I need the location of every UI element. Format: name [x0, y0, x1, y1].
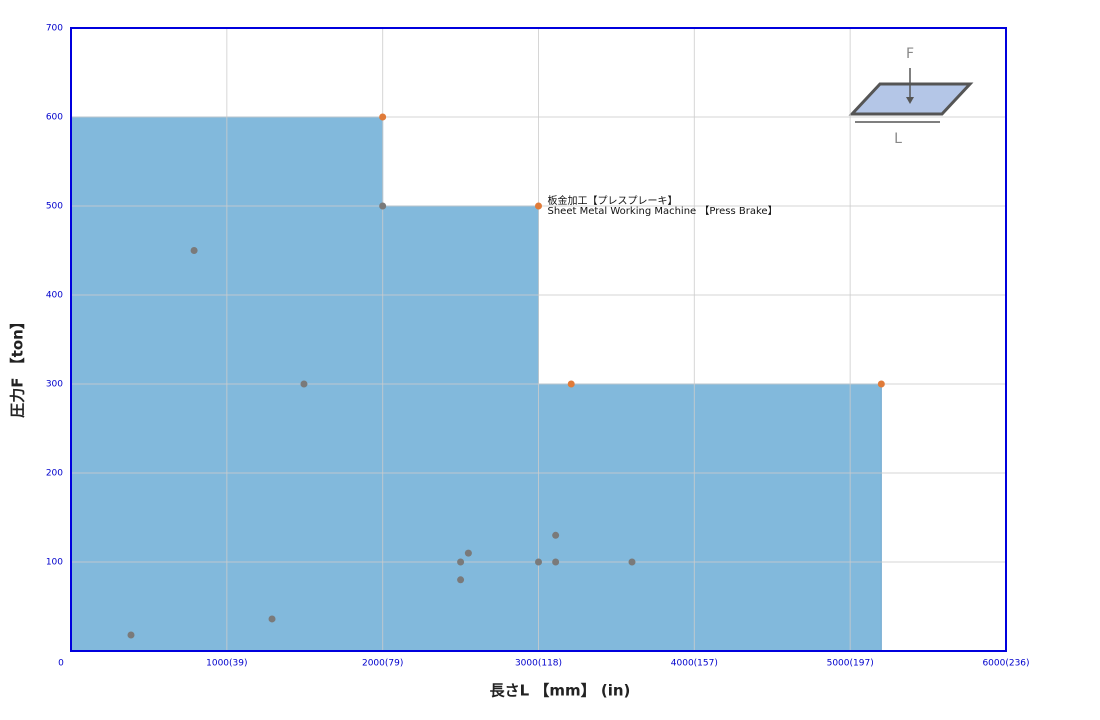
y-tick-label: 600	[46, 113, 63, 123]
y-tick-label: 300	[46, 380, 63, 390]
inset-arrowhead	[906, 97, 914, 104]
point	[457, 576, 465, 584]
highlight-point	[379, 113, 387, 121]
point	[552, 531, 560, 539]
point	[628, 558, 636, 566]
inset-label: L	[894, 131, 902, 147]
y-axis-title: 圧力F 【ton】	[9, 314, 27, 418]
y-tick-label: 200	[46, 469, 63, 479]
annotation: 板金加工【プレスプレーキ】	[548, 194, 678, 207]
point	[379, 202, 387, 210]
highlight-point	[877, 380, 885, 388]
y-tick-label: 500	[46, 202, 63, 212]
highlight-point	[535, 202, 542, 210]
x-axis-title: 長さL 【mm】 (in)	[490, 682, 631, 700]
point	[127, 631, 135, 639]
x-tick-label: 0	[58, 659, 64, 669]
point	[464, 549, 472, 557]
x-tick-label: 6000(236)	[982, 659, 1029, 669]
y-tick-label: 700	[46, 24, 63, 34]
y-tick-label: 400	[46, 291, 63, 301]
point	[552, 558, 560, 566]
annotation: Sheet Metal Working Machine 【Press Brake…	[548, 205, 778, 217]
x-tick-label: 2000(79)	[362, 659, 403, 669]
inset-label: F	[906, 46, 914, 62]
x-tick-label: 3000(118)	[515, 659, 562, 669]
plot-frame	[70, 27, 1007, 652]
highlight-point	[567, 380, 575, 388]
point	[457, 558, 465, 566]
inset-diagram: F L	[848, 46, 974, 147]
point	[535, 558, 542, 566]
x-tick-label: 1000(39)	[206, 659, 247, 669]
point	[300, 380, 308, 388]
x-tick-label: 4000(157)	[671, 659, 718, 669]
point	[268, 615, 276, 623]
point	[190, 247, 198, 254]
y-tick-label: 100	[46, 558, 63, 568]
x-tick-label: 5000(197)	[827, 659, 874, 669]
